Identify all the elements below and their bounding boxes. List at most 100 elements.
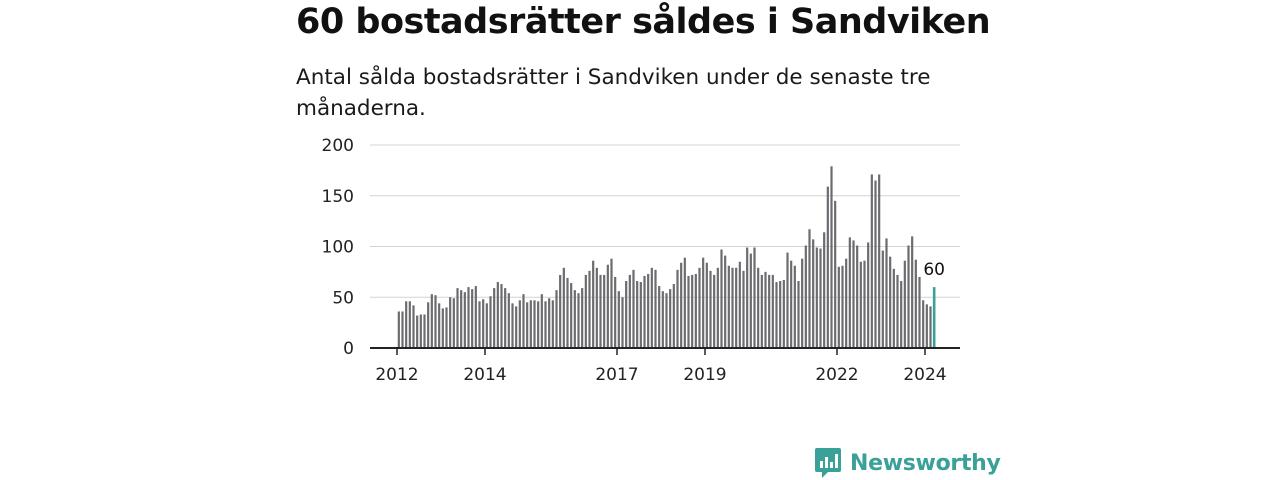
x-tick-label: 2017 xyxy=(595,365,638,385)
bar xyxy=(544,301,547,348)
bar xyxy=(628,274,631,348)
bar xyxy=(859,261,862,348)
bar xyxy=(834,200,837,348)
bar xyxy=(474,286,477,348)
bar xyxy=(837,266,840,348)
bar xyxy=(680,262,683,348)
bar xyxy=(903,260,906,348)
bar xyxy=(826,186,829,348)
bar xyxy=(401,311,404,348)
bar xyxy=(504,288,507,348)
bar xyxy=(698,267,701,348)
bar xyxy=(841,265,844,348)
bar xyxy=(863,260,866,348)
bar xyxy=(830,166,833,348)
bar xyxy=(654,269,657,348)
bar xyxy=(892,268,895,348)
bar xyxy=(760,274,763,348)
bar xyxy=(559,274,562,348)
bar xyxy=(878,174,881,348)
bar xyxy=(720,249,723,348)
bar xyxy=(445,307,448,348)
bar xyxy=(434,295,437,348)
bar xyxy=(621,297,624,348)
bar xyxy=(845,258,848,348)
y-tick-label: 0 xyxy=(343,339,354,359)
bar xyxy=(449,297,452,348)
bar xyxy=(914,259,917,348)
bar xyxy=(441,308,444,348)
bar xyxy=(588,270,591,348)
newsworthy-logo: Newsworthy xyxy=(814,446,1001,480)
x-tick-label: 2022 xyxy=(815,365,858,385)
axes xyxy=(370,347,960,355)
bar xyxy=(416,315,419,348)
bar xyxy=(467,287,470,348)
x-tick-label: 2012 xyxy=(375,365,418,385)
bar xyxy=(870,174,873,348)
bar xyxy=(881,250,884,348)
bar xyxy=(518,300,521,348)
bar xyxy=(614,276,617,348)
x-tick-label: 2024 xyxy=(903,365,946,385)
bar xyxy=(493,288,496,348)
bar xyxy=(702,257,705,348)
bar xyxy=(782,280,785,348)
bar xyxy=(661,291,664,348)
bar xyxy=(639,282,642,348)
bar xyxy=(808,229,811,348)
bar xyxy=(423,314,426,348)
bar xyxy=(746,247,749,348)
bar xyxy=(592,260,595,348)
bar xyxy=(595,267,598,348)
bar xyxy=(471,289,474,348)
bar xyxy=(500,284,503,348)
bar xyxy=(929,306,932,348)
x-tick-label: 2014 xyxy=(463,365,506,385)
bar xyxy=(907,245,910,348)
bar-highlight xyxy=(932,287,936,348)
bar xyxy=(874,180,877,348)
logo-text: Newsworthy xyxy=(850,450,1001,476)
bar xyxy=(566,277,569,348)
bar xyxy=(606,264,609,348)
bar xyxy=(812,239,815,348)
bar xyxy=(768,274,771,348)
bar xyxy=(599,274,602,348)
bar xyxy=(478,301,481,348)
y-tick-label: 150 xyxy=(322,187,354,207)
bar xyxy=(617,291,620,348)
bar xyxy=(665,293,668,348)
bar xyxy=(724,255,727,348)
bar xyxy=(683,257,686,348)
bar xyxy=(537,301,540,348)
bar xyxy=(419,314,422,348)
bars xyxy=(397,166,936,349)
bar xyxy=(885,238,888,348)
bar xyxy=(713,274,716,348)
bar xyxy=(489,296,492,348)
bar xyxy=(625,281,628,348)
bar xyxy=(922,300,925,348)
bar xyxy=(533,300,536,348)
bar xyxy=(856,245,859,348)
bar xyxy=(867,242,870,348)
bar xyxy=(460,290,463,348)
bar xyxy=(581,288,584,348)
bar xyxy=(797,281,800,348)
bar xyxy=(408,301,411,348)
bar xyxy=(775,282,778,348)
bar xyxy=(727,265,730,348)
bar xyxy=(815,247,818,348)
bar xyxy=(456,288,459,348)
bar xyxy=(779,281,782,348)
bar xyxy=(584,274,587,348)
bar xyxy=(705,262,708,348)
bar xyxy=(735,267,738,348)
bar xyxy=(650,267,653,348)
bar xyxy=(848,237,851,348)
bar xyxy=(562,267,565,348)
bar xyxy=(548,298,551,348)
bar xyxy=(397,311,400,348)
bar xyxy=(463,292,466,348)
